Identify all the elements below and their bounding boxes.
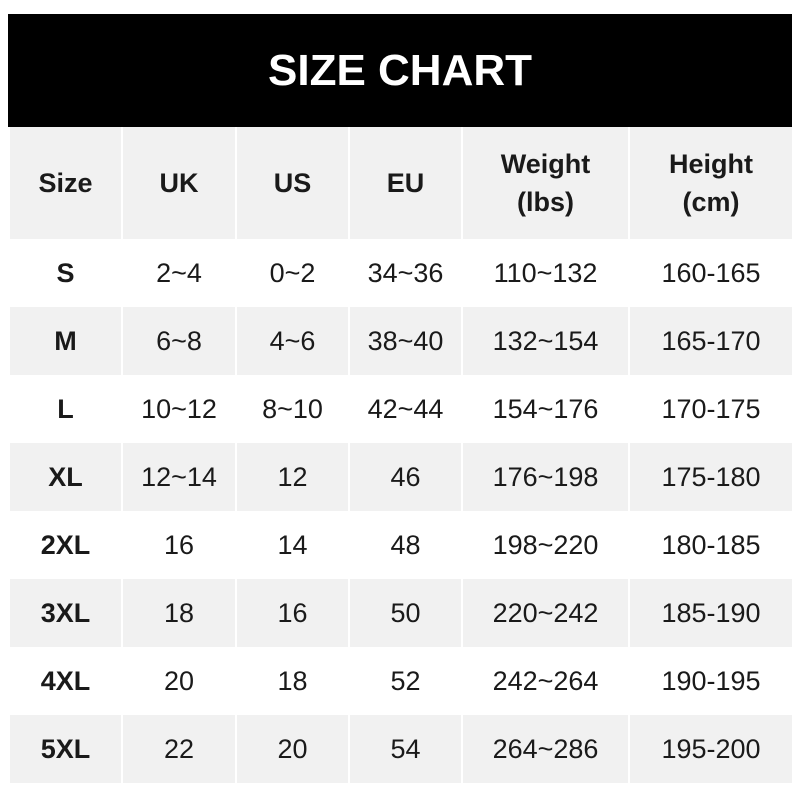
table-cell: 52: [348, 647, 463, 715]
table-cell: 176~198: [461, 443, 630, 511]
column-header: UK: [121, 127, 237, 239]
table-cell: 54: [348, 715, 463, 783]
table-cell: 18: [235, 647, 350, 715]
table-cell: 42~44: [348, 375, 463, 443]
table-cell: 16: [235, 579, 350, 647]
table-cell: 220~242: [461, 579, 630, 647]
column-header: Height (cm): [628, 127, 794, 239]
table-cell: 195-200: [628, 715, 794, 783]
table-cell: 198~220: [461, 511, 630, 579]
size-label: 5XL: [8, 715, 123, 783]
table-cell: 0~2: [235, 239, 350, 307]
table-cell: 6~8: [121, 307, 237, 375]
table-cell: 46: [348, 443, 463, 511]
table-cell: 18: [121, 579, 237, 647]
table-cell: 20: [121, 647, 237, 715]
table-cell: 8~10: [235, 375, 350, 443]
table-row: L 10~12 8~10 42~44 154~176 170-175: [8, 375, 794, 443]
column-header: Size: [8, 127, 123, 239]
chart-title: SIZE CHART: [8, 14, 792, 127]
size-label: 4XL: [8, 647, 123, 715]
table-cell: 154~176: [461, 375, 630, 443]
table-cell: 12~14: [121, 443, 237, 511]
table-row: M 6~8 4~6 38~40 132~154 165-170: [8, 307, 794, 375]
table-cell: 160-165: [628, 239, 794, 307]
table-row: S 2~4 0~2 34~36 110~132 160-165: [8, 239, 794, 307]
size-label: XL: [8, 443, 123, 511]
table-cell: 38~40: [348, 307, 463, 375]
size-label: S: [8, 239, 123, 307]
size-label: 3XL: [8, 579, 123, 647]
size-table: Size UK US EU Weight (lbs) Height (cm) S 2~4 0~…: [8, 127, 794, 783]
table-cell: 175-180: [628, 443, 794, 511]
table-row: XL 12~14 12 46 176~198 175-180: [8, 443, 794, 511]
table-row: 3XL 18 16 50 220~242 185-190: [8, 579, 794, 647]
table-row: 5XL 22 20 54 264~286 195-200: [8, 715, 794, 783]
size-label: M: [8, 307, 123, 375]
column-header: EU: [348, 127, 463, 239]
table-cell: 4~6: [235, 307, 350, 375]
table-cell: 50: [348, 579, 463, 647]
column-header: US: [235, 127, 350, 239]
table-row: 4XL 20 18 52 242~264 190-195: [8, 647, 794, 715]
size-label: L: [8, 375, 123, 443]
table-cell: 165-170: [628, 307, 794, 375]
table-cell: 242~264: [461, 647, 630, 715]
table-cell: 34~36: [348, 239, 463, 307]
table-cell: 110~132: [461, 239, 630, 307]
table-cell: 170-175: [628, 375, 794, 443]
column-header: Weight (lbs): [461, 127, 630, 239]
size-chart: SIZE CHART Size UK US EU Weight (lbs) Height …: [8, 14, 794, 783]
table-cell: 180-185: [628, 511, 794, 579]
table-cell: 20: [235, 715, 350, 783]
table-cell: 22: [121, 715, 237, 783]
header-row: Size UK US EU Weight (lbs) Height (cm): [8, 127, 794, 239]
table-cell: 264~286: [461, 715, 630, 783]
table-cell: 48: [348, 511, 463, 579]
table-cell: 16: [121, 511, 237, 579]
size-label: 2XL: [8, 511, 123, 579]
table-cell: 185-190: [628, 579, 794, 647]
table-cell: 14: [235, 511, 350, 579]
table-cell: 132~154: [461, 307, 630, 375]
table-cell: 12: [235, 443, 350, 511]
table-cell: 190-195: [628, 647, 794, 715]
table-row: 2XL 16 14 48 198~220 180-185: [8, 511, 794, 579]
table-cell: 10~12: [121, 375, 237, 443]
table-cell: 2~4: [121, 239, 237, 307]
